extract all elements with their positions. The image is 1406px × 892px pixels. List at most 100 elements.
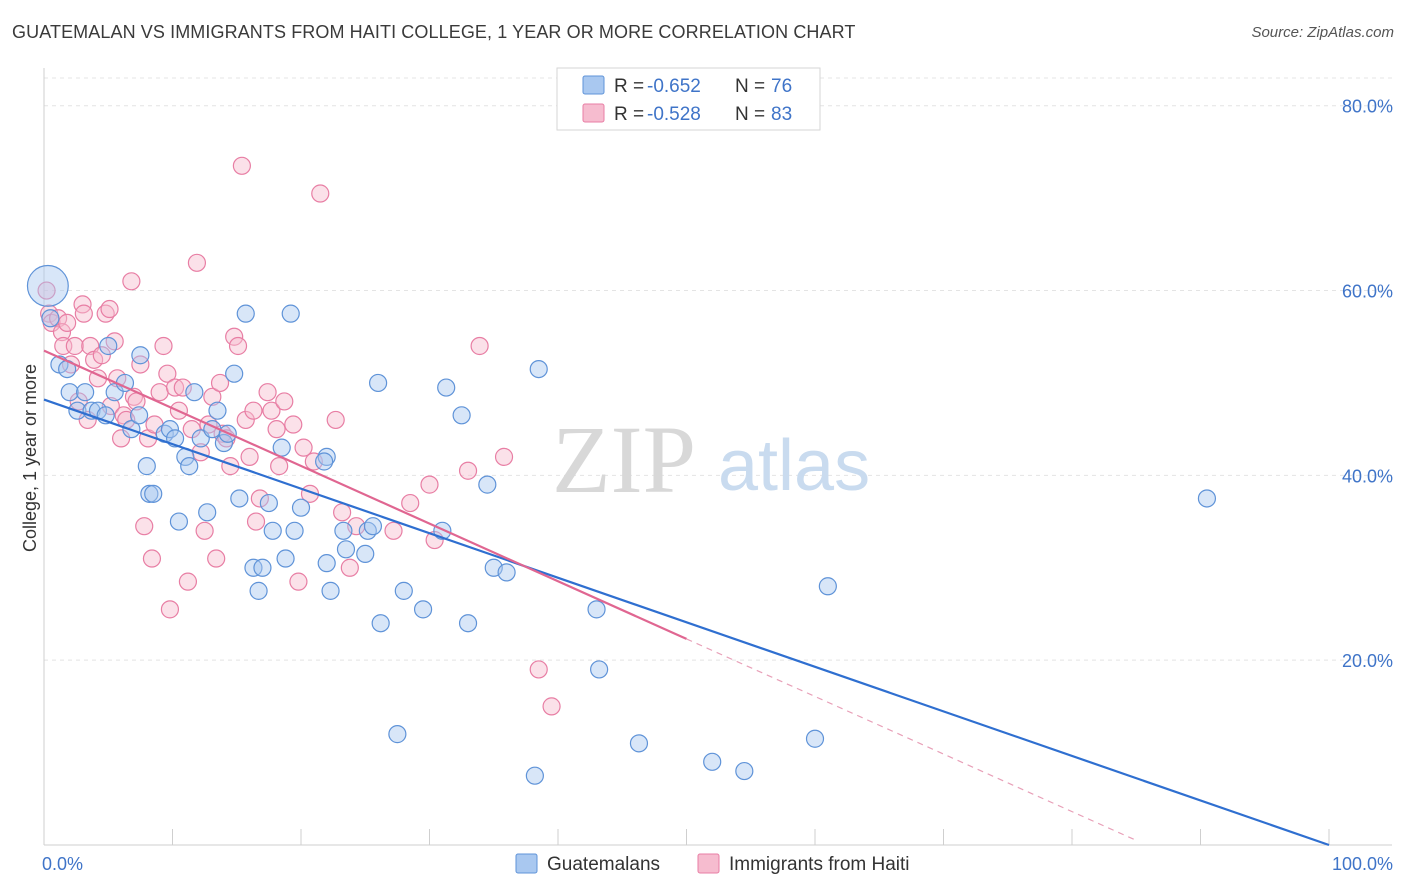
data-point — [371, 614, 390, 633]
bottom-legend-swatch-guatemalans — [515, 853, 538, 874]
data-point — [317, 554, 336, 573]
data-point — [228, 336, 248, 356]
data-point — [326, 410, 345, 430]
data-point — [369, 373, 388, 393]
data-point — [60, 383, 79, 402]
data-point — [452, 406, 471, 425]
data-point — [270, 457, 289, 476]
data-point — [240, 447, 259, 466]
data-point — [818, 577, 837, 596]
data-point — [49, 309, 68, 328]
data-point — [246, 512, 266, 531]
legend-n-value-guatemalans: 76 — [771, 76, 792, 97]
data-point — [321, 581, 340, 600]
data-point — [478, 475, 497, 494]
data-point — [525, 766, 544, 785]
data-point — [52, 323, 72, 342]
data-point — [137, 457, 156, 476]
data-point — [401, 493, 420, 513]
y-tick-label: 20.0% — [1342, 651, 1393, 671]
x-tick-labels: 0.0% 100.0% — [42, 854, 1393, 874]
data-point — [131, 346, 150, 365]
data-point — [334, 521, 353, 540]
data-point — [236, 304, 255, 323]
data-point — [542, 697, 561, 716]
data-point — [291, 498, 311, 517]
legend-swatch-guatemalans — [582, 75, 605, 95]
x-tick-label-min: 0.0% — [42, 854, 83, 874]
chart-title: GUATEMALAN VS IMMIGRANTS FROM HAITI COLL… — [12, 22, 856, 42]
bottom-legend-label-haiti: Immigrants from Haiti — [729, 854, 910, 875]
data-point — [311, 184, 330, 203]
data-point — [253, 558, 272, 577]
data-point — [105, 383, 124, 402]
data-point — [131, 355, 150, 374]
y-tick-label: 80.0% — [1342, 97, 1393, 117]
data-point — [173, 378, 192, 397]
watermark: ZIP atlas — [552, 406, 870, 513]
data-point — [158, 364, 177, 383]
data-point — [65, 336, 84, 356]
data-point — [154, 336, 173, 356]
data-point — [169, 512, 189, 531]
data-point — [276, 549, 295, 568]
data-point — [249, 581, 268, 600]
data-point — [629, 734, 649, 753]
data-point — [122, 272, 141, 291]
data-point — [437, 378, 456, 397]
data-point — [187, 253, 207, 272]
data-point — [198, 503, 217, 522]
data-point — [41, 309, 60, 328]
data-point — [150, 383, 169, 402]
legend-r-value-guatemalans: -0.652 — [647, 76, 701, 97]
y-tick-label: 40.0% — [1342, 466, 1393, 486]
data-point — [160, 600, 180, 619]
y-axis-label: College, 1 year or more — [20, 364, 40, 552]
data-point — [1197, 489, 1217, 508]
trend-lines — [43, 349, 1330, 847]
watermark-zip: ZIP — [552, 406, 696, 513]
data-point — [284, 415, 303, 434]
data-point — [384, 521, 403, 540]
data-point — [180, 457, 199, 476]
legend-n-label-haiti: N = — [735, 104, 765, 125]
legend-n-value-haiti: 83 — [771, 104, 792, 125]
trend-line-guatemalans — [43, 398, 1330, 847]
data-point — [259, 493, 278, 513]
data-point — [214, 433, 233, 453]
data-point — [178, 572, 198, 591]
data-point — [92, 346, 111, 365]
data-point — [470, 336, 489, 356]
legend-n-label-guatemalans: N = — [735, 76, 765, 97]
data-point — [99, 336, 118, 356]
y-tick-labels: 20.0% 40.0% 60.0% 80.0% — [1342, 97, 1393, 671]
data-point — [74, 304, 93, 323]
data-point — [289, 572, 308, 591]
data-point — [258, 383, 277, 402]
data-point — [160, 420, 180, 439]
legend: R = -0.652 N = 76 R = -0.528 N = 83 — [556, 67, 821, 131]
data-point — [76, 383, 95, 402]
bottom-legend: Guatemalans Immigrants from Haiti — [515, 853, 910, 875]
data-point — [394, 581, 413, 600]
data-point — [165, 378, 185, 397]
x-tick-label-max: 100.0% — [1332, 854, 1393, 874]
data-point — [267, 420, 286, 439]
data-point — [225, 327, 244, 346]
data-point — [230, 489, 249, 508]
legend-r-label-guatemalans: R = — [614, 76, 644, 97]
data-point — [144, 484, 163, 503]
data-point — [203, 387, 222, 406]
axes — [43, 68, 1392, 846]
source-credit: Source: ZipAtlas.com — [1251, 24, 1394, 41]
data-point — [735, 761, 754, 781]
trend-line-haiti-extension — [686, 638, 1137, 841]
data-point — [262, 401, 281, 420]
y-tick-label: 60.0% — [1342, 282, 1393, 302]
data-point — [58, 313, 77, 332]
data-point — [336, 540, 356, 559]
data-point — [529, 359, 548, 379]
data-point — [458, 614, 478, 633]
data-point — [207, 549, 226, 568]
